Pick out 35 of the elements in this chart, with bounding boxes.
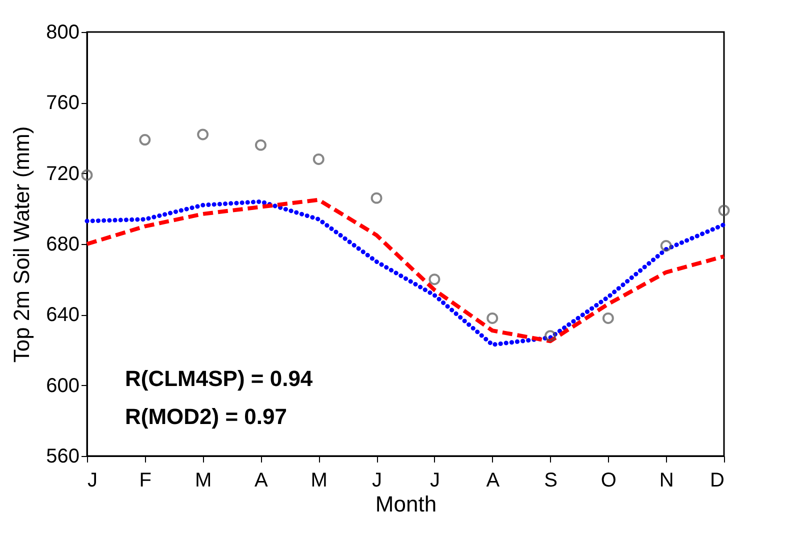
point — [486, 312, 498, 324]
point — [718, 204, 730, 216]
x-tick-label: F — [139, 470, 152, 492]
point — [428, 274, 440, 286]
x-tick-label: M — [310, 470, 328, 492]
y-tick-label: 800 — [46, 22, 80, 44]
x-tick-label: O — [600, 470, 616, 492]
point — [312, 153, 324, 165]
y-tick-label: 760 — [46, 92, 80, 114]
x-tick-label: S — [544, 470, 558, 492]
y-tick-label: 560 — [46, 446, 80, 468]
y-tick-label: 600 — [46, 374, 80, 397]
x-tick-label: J — [88, 470, 98, 492]
point — [660, 240, 672, 252]
point — [197, 128, 209, 140]
x-tick-label: J — [430, 470, 440, 492]
annotation: R(CLM4SP) = 0.94 — [125, 366, 314, 391]
y-axis-title: Top 2m Soil Water (mm) — [9, 126, 34, 363]
point — [370, 192, 382, 204]
x-tick-label: N — [659, 470, 674, 492]
y-tick-label: 640 — [46, 304, 80, 326]
x-axis-title: Month — [375, 492, 437, 516]
x-tick-label: D — [710, 470, 724, 492]
y-tick-label: 680 — [46, 234, 80, 256]
x-tick-label: A — [486, 470, 500, 492]
x-tick-label: M — [194, 470, 212, 492]
annotation: R(MOD2) = 0.97 — [125, 404, 287, 429]
y-tick-label: 720 — [46, 162, 80, 185]
point — [544, 330, 556, 342]
point — [602, 312, 614, 324]
point — [81, 169, 93, 181]
x-tick-label: A — [254, 470, 269, 492]
point — [139, 134, 151, 146]
point — [254, 139, 266, 151]
x-tick-label: J — [372, 470, 382, 492]
